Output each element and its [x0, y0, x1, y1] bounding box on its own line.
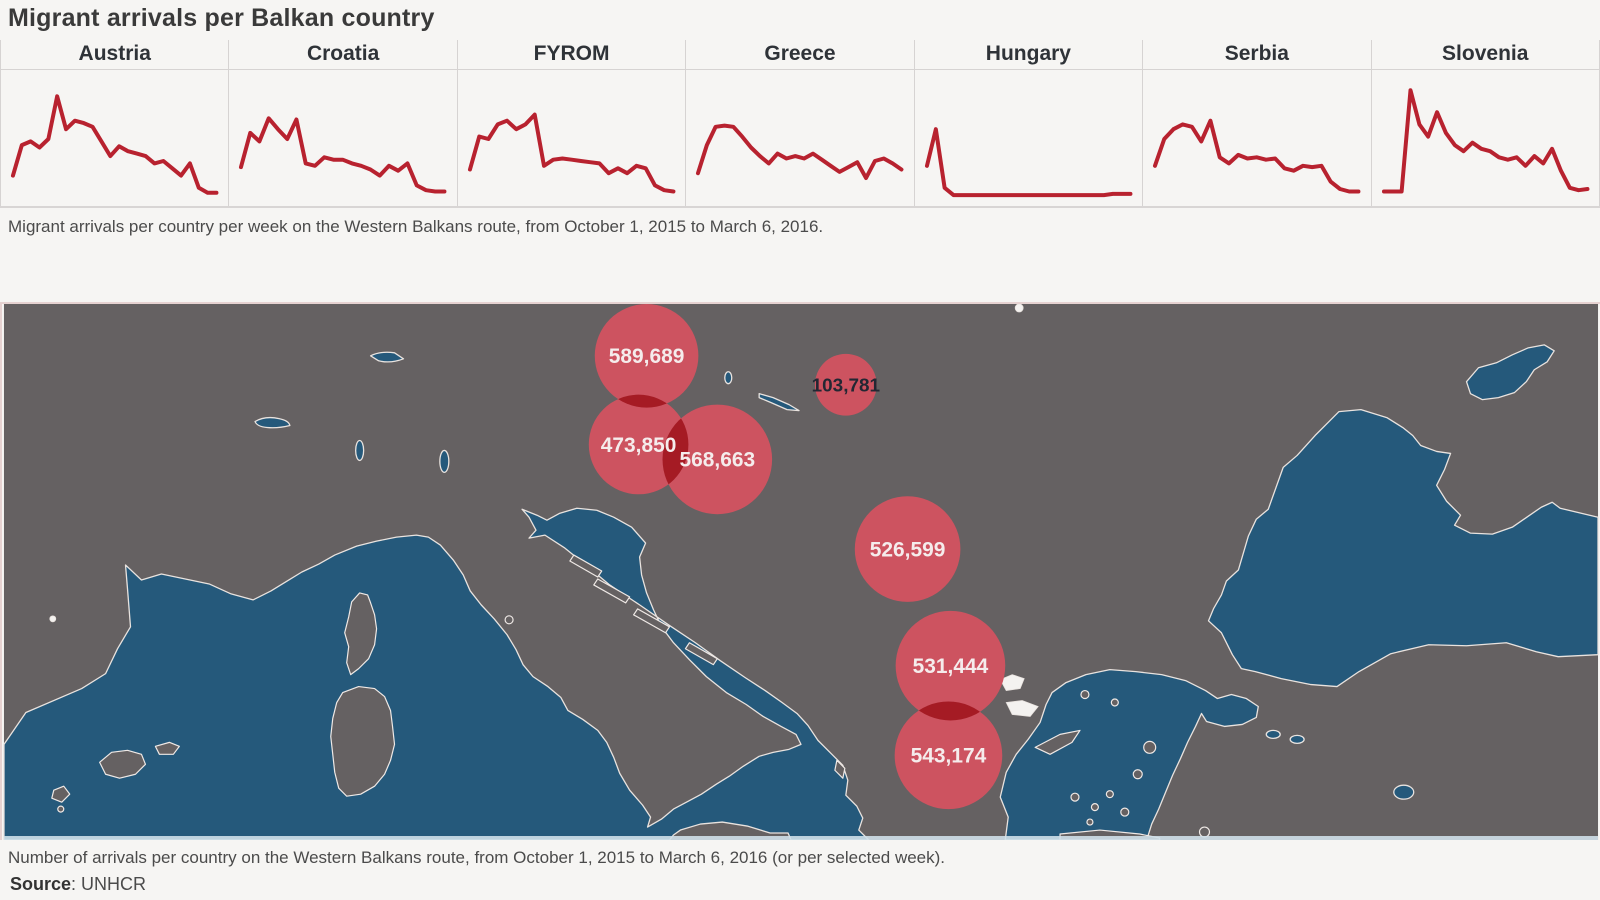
alpine-lake	[439, 449, 450, 474]
lake-neusiedl	[724, 371, 733, 385]
bubble-layer	[588, 304, 1006, 810]
arrivals-bubble-serbia[interactable]	[854, 496, 961, 602]
map-bottom-edge	[3, 836, 1599, 840]
sparkline-austria	[10, 94, 219, 195]
page-title: Migrant arrivals per Balkan country	[8, 4, 435, 32]
country-label: Hungary	[914, 40, 1143, 70]
lake-balaton	[758, 393, 800, 412]
country-label: FYROM	[457, 40, 686, 70]
arrivals-bubble-fyrom[interactable]	[895, 610, 1006, 721]
menorca-island	[154, 741, 180, 755]
arrivals-bubble-greece[interactable]	[894, 701, 1003, 810]
lake-constance	[369, 351, 405, 363]
sparkline-chart[interactable]	[1143, 70, 1370, 206]
sparkline-chart[interactable]	[686, 70, 913, 206]
cyclades-island	[1086, 818, 1094, 826]
sea-of-azov	[1465, 344, 1555, 401]
country-label: Greece	[686, 40, 914, 70]
country-label: Serbia	[1143, 40, 1371, 70]
sparkline-serbia	[1153, 118, 1361, 194]
dalmatian-island	[633, 608, 671, 634]
country-label: Austria	[1, 40, 229, 70]
sparkline-panel-hungary[interactable]: Hungary	[914, 40, 1144, 206]
corfu-island	[834, 759, 846, 779]
euboea-island	[1034, 729, 1081, 755]
white-speck	[49, 615, 57, 623]
country-label: Croatia	[229, 40, 457, 70]
north-aegean-island	[1080, 689, 1090, 700]
arrivals-value-greece: 543,174	[911, 745, 987, 768]
sparkline-panel-austria[interactable]: Austria	[1, 40, 230, 206]
source-line: Source: UNHCR	[10, 874, 1600, 895]
dalmatian-island	[569, 554, 603, 578]
ibiza-island	[51, 785, 71, 803]
mallorca-island	[99, 749, 147, 779]
sparkline-hungary	[924, 127, 1133, 198]
sardinia-island	[330, 685, 396, 797]
rhodes-island	[1198, 826, 1211, 838]
sparkline-strip: Austria Croatia FYROM Greece Hungary Serbia Sl…	[0, 40, 1600, 208]
lake-geneva	[254, 416, 291, 429]
sparkline-chart[interactable]	[458, 70, 685, 206]
white-lake	[999, 674, 1025, 691]
mediterranean-adriatic-sea	[3, 507, 870, 840]
cyclades-island	[1070, 792, 1080, 802]
sparkline-croatia	[239, 116, 447, 194]
sparkline-chart[interactable]	[1, 70, 228, 206]
country-label: Slovenia	[1371, 40, 1599, 70]
sparkline-panel-serbia[interactable]: Serbia	[1143, 40, 1372, 206]
arrivals-bubble-croatia[interactable]	[662, 404, 773, 515]
dalmatian-island	[593, 578, 631, 604]
sparkline-chart[interactable]	[915, 70, 1142, 206]
sparkline-caption: Migrant arrivals per country per week on…	[8, 217, 824, 236]
alpine-lake	[355, 439, 365, 462]
anatolian-lake	[1393, 784, 1415, 800]
sparkline-panel-croatia[interactable]: Croatia	[229, 40, 458, 206]
arrivals-value-hungary: 103,781	[812, 375, 880, 396]
arrivals-bubble-hungary[interactable]	[814, 353, 877, 416]
lesbos-island	[1143, 740, 1157, 754]
aegean-sea	[999, 668, 1259, 840]
formentera-island	[57, 805, 65, 813]
arrivals-value-slovenia: 473,850	[601, 434, 677, 457]
marmara-lake	[1265, 729, 1281, 740]
source-value: UNHCR	[81, 874, 147, 894]
north-aegean-island	[1110, 698, 1119, 707]
sparkline-panel-fyrom[interactable]: FYROM	[457, 40, 687, 206]
arrivals-bubble-austria[interactable]	[594, 304, 699, 408]
elba-island	[504, 615, 514, 625]
corsica-island	[344, 592, 378, 676]
sparkline-slovenia	[1381, 88, 1589, 194]
arrivals-value-serbia: 526,599	[870, 538, 946, 561]
dalmatian-island	[684, 642, 718, 666]
arrivals-value-austria: 589,689	[609, 345, 685, 368]
arrivals-value-fyrom: 531,444	[913, 655, 989, 678]
sparkline-panel-greece[interactable]: Greece	[686, 40, 915, 206]
sparkline-panel-slovenia[interactable]: Slovenia	[1371, 40, 1600, 206]
map-caption: Number of arrivals per country on the We…	[8, 848, 946, 867]
cyclades-island	[1105, 790, 1114, 799]
black-sea	[1207, 408, 1599, 688]
sparkline-greece	[696, 123, 904, 180]
arrivals-value-croatia: 568,663	[680, 449, 756, 472]
chios-island	[1132, 769, 1143, 780]
marmara-lake	[1289, 734, 1305, 745]
source-colon: :	[71, 874, 82, 894]
europe-map: 589,689 103,781 473,850 568,663 526,599 531,4…	[0, 302, 1600, 840]
white-lake	[1005, 700, 1039, 717]
sparkline-chart[interactable]	[229, 70, 456, 206]
white-speck	[1014, 304, 1024, 313]
sparkline-fyrom	[467, 112, 676, 194]
source-label: Source	[10, 874, 72, 894]
cyclades-island	[1090, 803, 1099, 812]
sparkline-chart[interactable]	[1372, 70, 1599, 206]
cyclades-island	[1120, 807, 1130, 817]
